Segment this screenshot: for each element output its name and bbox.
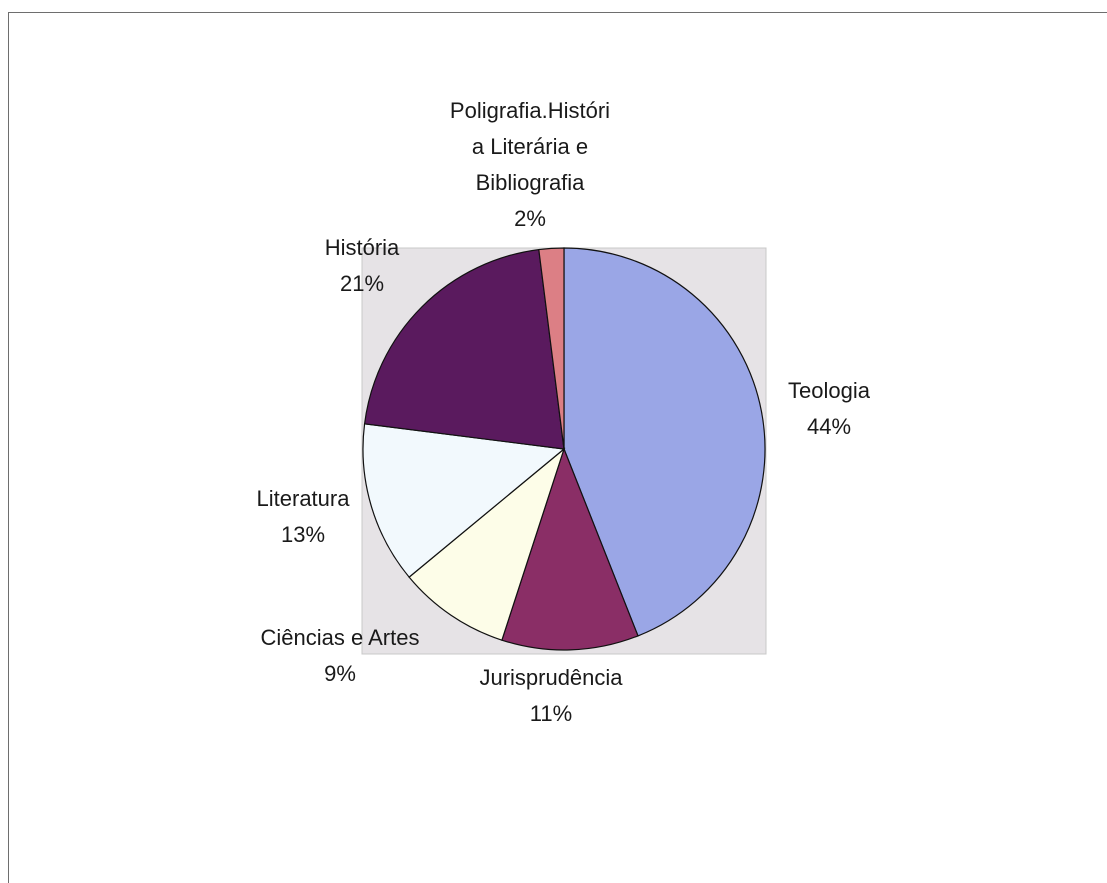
slice-label-5: História 21% [325,235,400,296]
pie-slice-4 [362,423,566,578]
pie-slice-3 [408,447,566,641]
pie-slice-2 [501,447,639,651]
slice-label-4: Literatura 13% [257,486,351,547]
slice-label-1: Teologia 44% [788,378,871,439]
slice-label-6: Poligrafia.Históri a Literária e Bibliogra… [450,98,610,231]
pie-slice-5 [363,248,565,450]
slice-label-2: Jurisprudência 11% [479,665,623,726]
pie-slice-1 [563,247,766,637]
pie-slices [362,247,766,651]
pie-labels: Teologia 44% Jurisprudência 11% Ciências e A… [257,98,871,726]
pie-slice-6 [538,247,565,450]
slice-label-3: Ciências e Artes 9% [261,625,420,686]
